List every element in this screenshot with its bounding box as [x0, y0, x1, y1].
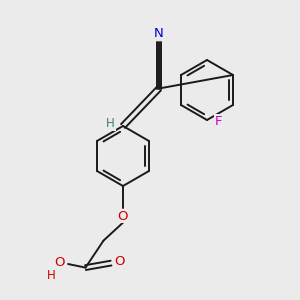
Text: O: O	[54, 256, 65, 269]
Text: N: N	[154, 27, 164, 40]
Text: F: F	[215, 115, 222, 128]
Text: O: O	[115, 255, 125, 268]
Text: H: H	[106, 117, 115, 130]
Text: O: O	[118, 209, 128, 223]
Text: H: H	[47, 269, 56, 282]
